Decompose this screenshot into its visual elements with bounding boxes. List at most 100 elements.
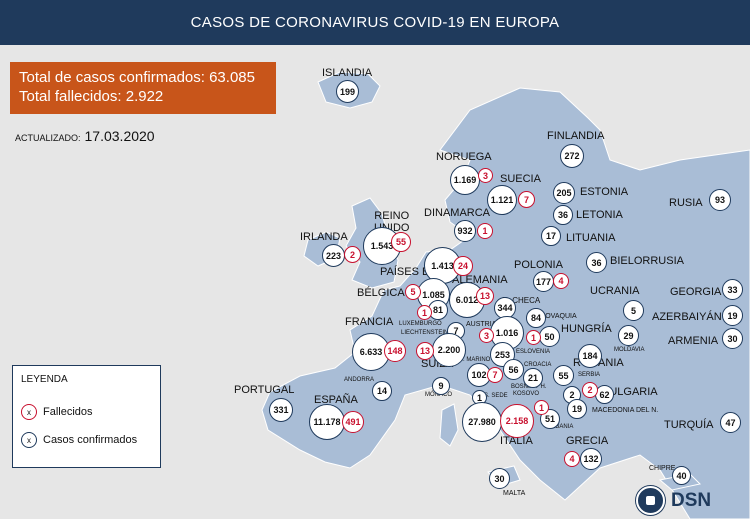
cases-macedonia: 19 (567, 399, 587, 419)
label-andorra: ANDORRA (344, 377, 375, 383)
cases-georgia: 33 (722, 279, 743, 300)
label-italia: ITALIA (500, 435, 533, 447)
label-noruega: NORUEGA (436, 151, 492, 163)
cases-bosnia: 21 (523, 368, 543, 388)
deaths-albania: 1 (534, 400, 549, 415)
label-francia: FRANCIA (345, 316, 394, 328)
label-albania: ALBANIA (548, 424, 574, 430)
cases-eslovaquia: 84 (526, 308, 546, 328)
label-grecia: GRECIA (566, 435, 609, 447)
label-islandia: ISLANDIA (322, 67, 373, 79)
cases-malta: 30 (489, 468, 510, 489)
sardinia-corsica-land (439, 403, 459, 447)
deaths-s-marino: 7 (487, 367, 503, 383)
total-deaths: Total fallecidos: 2.922 (19, 88, 164, 105)
cases-suiza: 2.200 (432, 333, 466, 367)
updated-value: 17.03.2020 (84, 128, 155, 144)
cases-rumania: 184 (578, 344, 602, 368)
label-armenia: ARMENIA (668, 335, 719, 347)
updated-date: ACTUALIZADO: 17.03.2020 (15, 128, 155, 144)
deaths-reino-unido: 55 (391, 232, 411, 252)
cases-croacia: 56 (503, 359, 524, 380)
label-moldavia: MOLDAVIA (614, 347, 645, 353)
deaths-grecia: 4 (564, 451, 580, 467)
legend: LEYENDA x Fallecidos x Casos confirmados (12, 365, 161, 468)
page-title: CASOS DE CORONAVIRUS COVID-19 EN EUROPA (0, 0, 750, 45)
deaths-bulgaria: 2 (582, 382, 598, 398)
cases-grecia: 132 (580, 448, 602, 470)
label-belgica: BÉLGICA (357, 287, 405, 299)
legend-deaths-label: Fallecidos (43, 406, 93, 418)
label-espana: ESPAÑA (314, 394, 358, 406)
dsn-emblem-icon (636, 486, 665, 515)
cases-portugal: 331 (269, 398, 293, 422)
deaths-belgica: 5 (405, 284, 421, 300)
label-finlandia: FINLANDIA (547, 130, 605, 142)
cases-bielorrusia: 36 (586, 252, 607, 273)
cases-monaco: 9 (432, 377, 450, 395)
deaths-francia: 148 (384, 340, 406, 362)
deaths-suiza: 13 (416, 342, 434, 360)
cases-italia: 27.980 (462, 402, 502, 442)
totals-box: Total de casos confirmados: 63.085 Total… (10, 62, 276, 114)
cases-suecia: 1.121 (487, 185, 517, 215)
label-liechtenstein: LIECHTENSTEIN (401, 330, 449, 336)
label-turquia: TURQUÍA (664, 419, 714, 431)
label-estonia: ESTONIA (580, 186, 629, 198)
cases-serbia: 55 (553, 365, 574, 386)
dsn-logo: DSN (636, 486, 711, 515)
deaths-suecia: 7 (518, 191, 535, 208)
legend-confirmed-label: Casos confirmados (43, 434, 138, 446)
label-malta: MALTA (503, 490, 526, 497)
label-kosovo: KOSOVO (513, 391, 540, 397)
cases-dinamarca: 932 (454, 220, 476, 242)
cases-espana: 11.178 (309, 404, 345, 440)
label-macedonia: MACEDONIA DEL N. (592, 407, 659, 414)
total-confirmed: Total de casos confirmados: 63.085 (19, 69, 255, 86)
legend-confirmed: x Casos confirmados (21, 432, 137, 448)
cases-lituania: 17 (541, 226, 561, 246)
label-ucrania: UCRANIA (590, 285, 640, 297)
cases-letonia: 36 (553, 205, 573, 225)
deaths-austria: 3 (479, 328, 494, 343)
deaths-polonia: 4 (553, 273, 569, 289)
cases-hungria: 50 (539, 326, 560, 347)
label-chipre: CHIPRE (649, 465, 676, 472)
cases-rusia: 93 (709, 189, 731, 211)
cases-finlandia: 272 (560, 144, 584, 168)
label-r-checa: R. CHECA (502, 296, 541, 305)
legend-title: LEYENDA (21, 374, 68, 385)
cases-noruega: 1.169 (450, 165, 480, 195)
label-georgia: GEORGIA (670, 286, 722, 298)
label-eslovenia: ESLOVENIA (516, 349, 551, 355)
deaths-espana: 491 (342, 411, 364, 433)
cases-francia: 6.633 (352, 333, 390, 371)
label-luxemburgo: LUXEMBURGO (399, 321, 442, 327)
label-irlanda: IRLANDA (300, 231, 348, 243)
label-paises-bajos: PAÍSES B. (380, 266, 433, 278)
updated-label: ACTUALIZADO: (15, 133, 81, 143)
cases-irlanda: 223 (322, 244, 345, 267)
cases-estonia: 205 (553, 182, 575, 204)
label-austria: AUSTRIA (466, 321, 497, 328)
cases-azerbaiyan: 19 (722, 305, 743, 326)
cases-chipre: 40 (672, 466, 691, 485)
cases-moldavia: 29 (618, 325, 639, 346)
label-hungria: HUNGRÍA (561, 323, 612, 335)
deaths-dinamarca: 1 (477, 223, 493, 239)
label-portugal: PORTUGAL (234, 384, 295, 396)
cases-paises-bajos: 1.413 (424, 247, 461, 284)
cases-turquia: 47 (720, 412, 741, 433)
cases-andorra: 14 (372, 381, 392, 401)
deaths-hungria: 1 (526, 330, 541, 345)
deaths-paises-bajos: 24 (453, 256, 473, 276)
deaths-irlanda: 2 (344, 246, 361, 263)
legend-deaths-marker: x (21, 404, 37, 420)
cases-polonia: 177 (533, 271, 554, 292)
deaths-alemania: 13 (476, 287, 494, 305)
label-serbia: SERBIA (578, 372, 601, 378)
deaths-noruega: 3 (478, 168, 493, 183)
label-bielorrusia: BIELORRUSIA (610, 255, 684, 267)
label-azerbaiyan: AZERBAIYÁN (652, 311, 722, 323)
label-s-marino: S. MARINO (459, 357, 491, 363)
